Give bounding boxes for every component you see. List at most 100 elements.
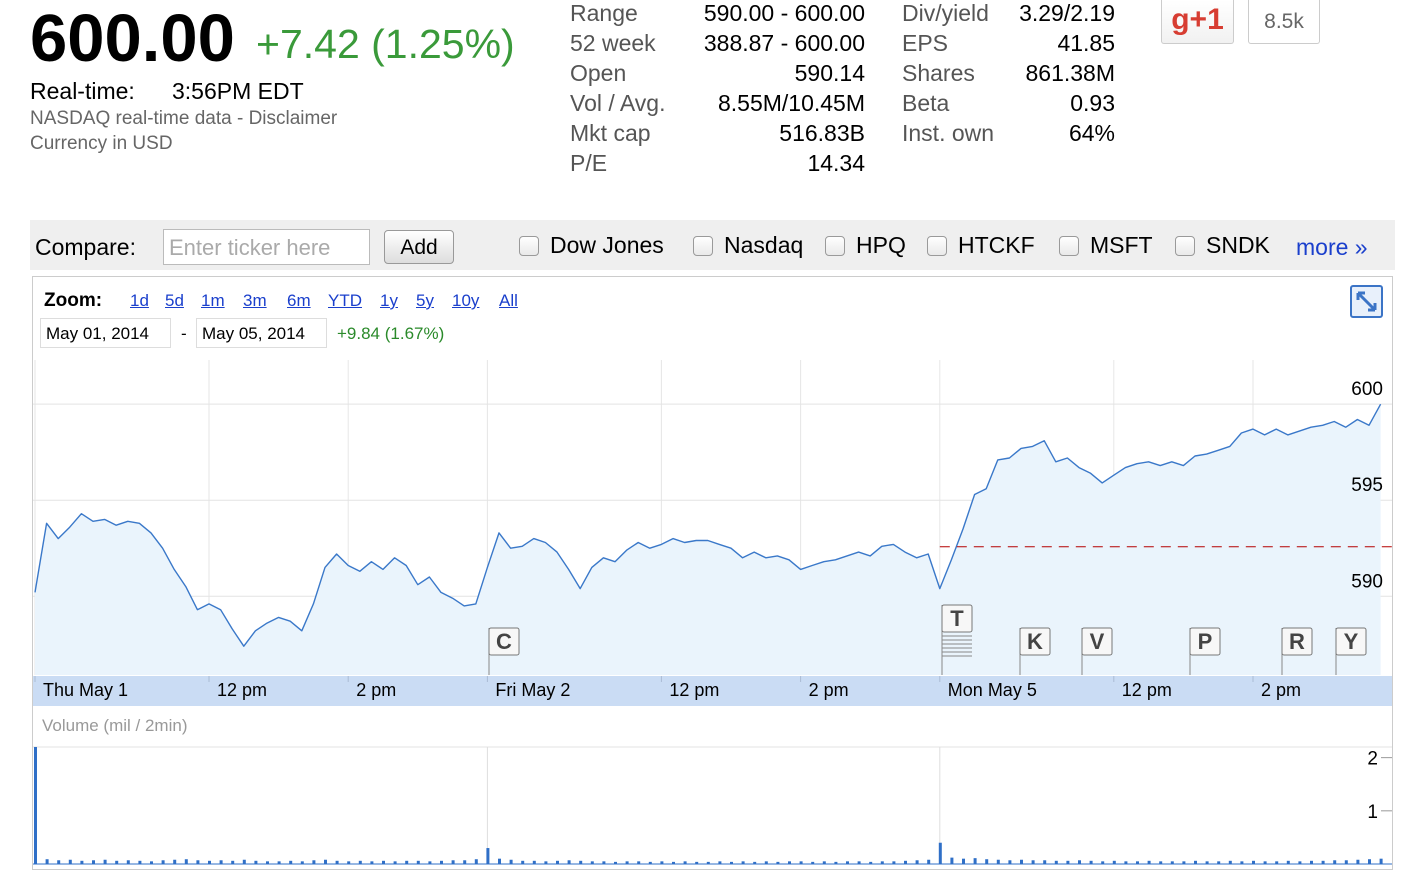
volume-bar (277, 861, 281, 864)
volume-bar (463, 860, 467, 864)
source: NASDAQ real-time data - (30, 108, 249, 129)
volume-bar (915, 860, 919, 864)
add-button[interactable]: Add (384, 230, 454, 264)
volume-bar (1043, 860, 1047, 864)
volume-bar (1356, 859, 1360, 864)
zoom-link[interactable]: 6m (287, 291, 311, 310)
volume-bar (822, 861, 826, 864)
realtime-time: 3:56PM EDT (172, 78, 304, 104)
zoom-link[interactable]: 1d (130, 291, 149, 310)
volume-bar (764, 861, 768, 864)
volume-bar (857, 861, 861, 864)
flag-box (1019, 627, 1051, 656)
zoom-link[interactable]: 1y (380, 291, 398, 310)
volume-bar (1147, 860, 1151, 864)
zoom-link[interactable]: All (499, 291, 518, 310)
area (35, 404, 1381, 675)
volume-bar (173, 859, 177, 864)
volume-bar (1124, 861, 1128, 864)
checkbox-label[interactable]: SNDK (1206, 232, 1270, 258)
volume-bar (880, 861, 884, 864)
checkbox[interactable] (1175, 236, 1195, 256)
volume-bar (1217, 861, 1221, 864)
volume-bar (834, 861, 838, 864)
volume-bar (637, 861, 641, 864)
volume-bar (695, 861, 699, 864)
x-tick-label: 12 pm (1122, 680, 1172, 700)
volume-bar (950, 857, 954, 864)
date-to[interactable]: May 05, 2014 (196, 318, 327, 348)
stat-value: 861.38M (1025, 60, 1115, 86)
plus-one-button[interactable]: g+1 (1161, 0, 1234, 44)
flag-box (488, 627, 520, 656)
volume-bar (567, 860, 571, 864)
volume-bar (1020, 859, 1023, 864)
volume-bar (80, 860, 84, 864)
volume-bar (544, 861, 548, 864)
y-tick-label: 1 (1367, 802, 1378, 823)
stat-label: Range (570, 0, 638, 26)
volume-bar (1066, 860, 1070, 864)
event-flag: K (1027, 629, 1043, 654)
volume-bar (474, 859, 478, 864)
volume-bar (1252, 860, 1255, 864)
flag-box (1281, 627, 1313, 656)
volume-bar (1275, 861, 1279, 864)
volume-bar (672, 861, 675, 864)
checkbox-label[interactable]: Dow Jones (550, 232, 664, 258)
ticker-input[interactable]: Enter ticker here (163, 229, 370, 265)
zoom-link[interactable]: 10y (452, 291, 480, 310)
volume-bar (1089, 860, 1093, 864)
volume-bar (1159, 861, 1163, 864)
checkbox[interactable] (927, 236, 947, 256)
checkbox[interactable] (1059, 236, 1079, 256)
stat-label: 52 week (570, 30, 656, 56)
volume-bar (498, 858, 501, 864)
volume-bar (660, 861, 664, 864)
checkbox[interactable] (825, 236, 845, 256)
volume-bar (1194, 860, 1197, 864)
checkbox-label[interactable]: Nasdaq (724, 232, 804, 258)
stat-value: 8.55M/10.45M (717, 90, 865, 116)
flag-box (941, 604, 973, 633)
volume-bar (718, 861, 722, 864)
zoom-link[interactable]: 5d (165, 291, 184, 310)
volume-bar (440, 860, 443, 864)
volume-bar (1031, 860, 1035, 864)
stat-value: 590.14 (794, 60, 865, 86)
y-tick-label: 595 (1351, 475, 1383, 496)
stat-label: P/E (570, 150, 608, 176)
disclaimer-link[interactable]: Disclaimer (248, 108, 338, 129)
checkbox-label[interactable]: MSFT (1090, 232, 1153, 258)
currency: Currency in USD (30, 133, 173, 154)
flag-box (1081, 627, 1113, 656)
zoom-link[interactable]: YTD (328, 291, 362, 310)
date-from[interactable]: May 01, 2014 (40, 318, 171, 348)
flag-box (1189, 627, 1221, 656)
x-tick-label: 2 pm (356, 680, 396, 700)
volume-bar (799, 861, 803, 864)
volume-bar (776, 861, 780, 864)
volume-bar (57, 860, 61, 864)
volume-bar (1298, 861, 1302, 864)
checkbox[interactable] (693, 236, 713, 256)
checkbox-label[interactable]: HPQ (856, 232, 906, 258)
volume-bar (347, 861, 351, 864)
event-flag: T (950, 606, 964, 631)
more-link[interactable]: more » (1296, 234, 1368, 260)
expand-button[interactable] (1350, 285, 1383, 318)
volume-bar (1310, 860, 1313, 864)
y-tick-label: 590 (1351, 571, 1383, 592)
volume-bar (254, 860, 258, 864)
volume-bar (904, 860, 907, 864)
checkbox-label[interactable]: HTCKF (958, 232, 1035, 258)
zoom-link[interactable]: 3m (243, 291, 267, 310)
volume-bar (996, 859, 1000, 864)
volume-bar (382, 860, 385, 864)
price: 600.00 (30, 1, 235, 76)
zoom-link[interactable]: 5y (416, 291, 434, 310)
checkbox[interactable] (519, 236, 539, 256)
placeholder: Enter ticker here (169, 235, 331, 260)
stat-value: 388.87 - 600.00 (703, 30, 865, 56)
zoom-link[interactable]: 1m (201, 291, 225, 310)
